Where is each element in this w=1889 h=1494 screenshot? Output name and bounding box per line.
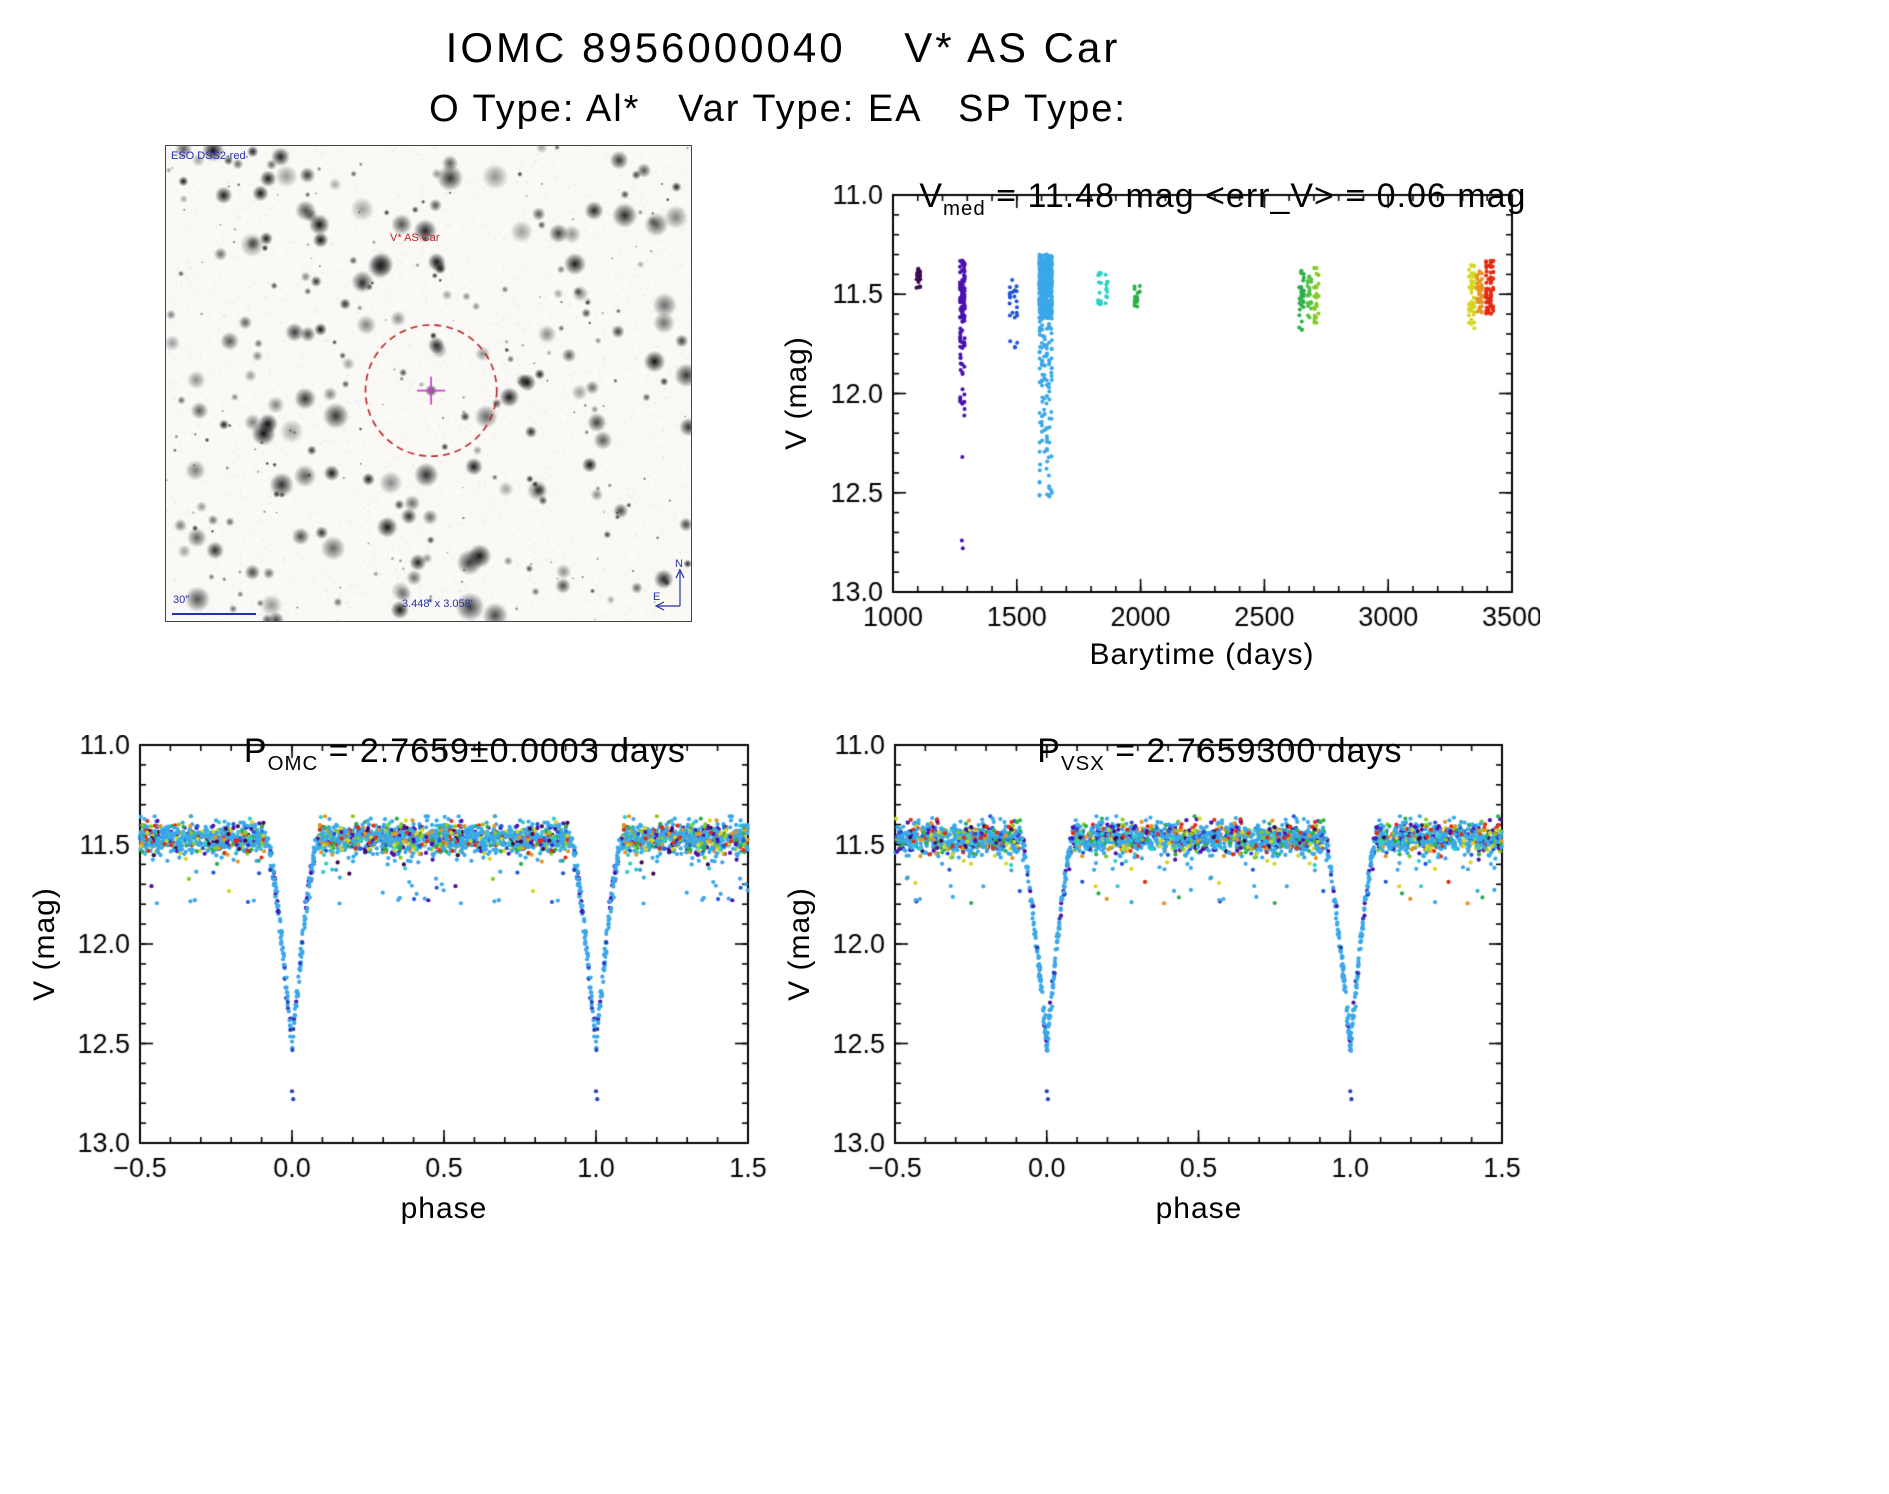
compass-icon: N E <box>653 558 685 611</box>
vmed-symbol: V <box>919 177 944 215</box>
pomc-subscript: OMC <box>267 752 319 775</box>
star-field-image <box>166 146 691 621</box>
pvsx-symbol: P <box>1037 732 1061 770</box>
figure-subtitle: O Type: Al* Var Type: EA SP Type: <box>429 88 1127 130</box>
vmed-value: = 11.48 mag <err_V> = 0.06 mag <box>985 177 1527 215</box>
time-lightcurve-plot <box>780 185 1540 645</box>
phase-omc-xaxis-label: phase <box>400 1192 488 1225</box>
phase-vsx-canvas <box>785 735 1525 1205</box>
phase-vsx-plot <box>785 735 1525 1205</box>
phase-vsx-xaxis-label: phase <box>1155 1192 1243 1225</box>
phase-omc-plot <box>30 735 770 1205</box>
survey-label: ESO DSS2-red <box>171 150 246 162</box>
finding-chart: ESO DSS2-red V* AS Car 30" 3.448' x 3.05… <box>165 145 692 622</box>
vmed-subscript: med <box>943 197 986 220</box>
time-xaxis-label: Barytime (days) <box>1089 638 1315 671</box>
scale-label: 30" <box>173 594 190 606</box>
time-plot-title: Vmed = 11.48 mag <err_V> = 0.06 mag <box>852 138 1552 260</box>
figure-title: IOMC 8956000040 V* AS Car <box>445 24 1121 71</box>
phase-vsx-title: PVSX = 2.7659300 days <box>849 693 1549 815</box>
compass-north-label: N <box>675 558 683 570</box>
target-name-label: V* AS Car <box>390 232 440 244</box>
phase-vsx-yaxis-label: V (mag) <box>783 887 816 1001</box>
pomc-value: = 2.7659±0.0003 days <box>318 732 686 770</box>
phase-omc-yaxis-label: V (mag) <box>28 887 61 1001</box>
compass-east-label: E <box>653 591 660 603</box>
phase-omc-canvas <box>30 735 770 1205</box>
fov-label: 3.448' x 3.058' <box>402 598 473 610</box>
pvsx-subscript: VSX <box>1060 752 1105 775</box>
scale-bar <box>172 613 256 615</box>
time-yaxis-label: V (mag) <box>780 336 813 450</box>
phase-omc-title: POMC = 2.7659±0.0003 days <box>94 693 794 815</box>
pomc-symbol: P <box>243 732 268 770</box>
time-lightcurve-canvas <box>780 185 1540 645</box>
pvsx-value: = 2.7659300 days <box>1104 732 1403 770</box>
